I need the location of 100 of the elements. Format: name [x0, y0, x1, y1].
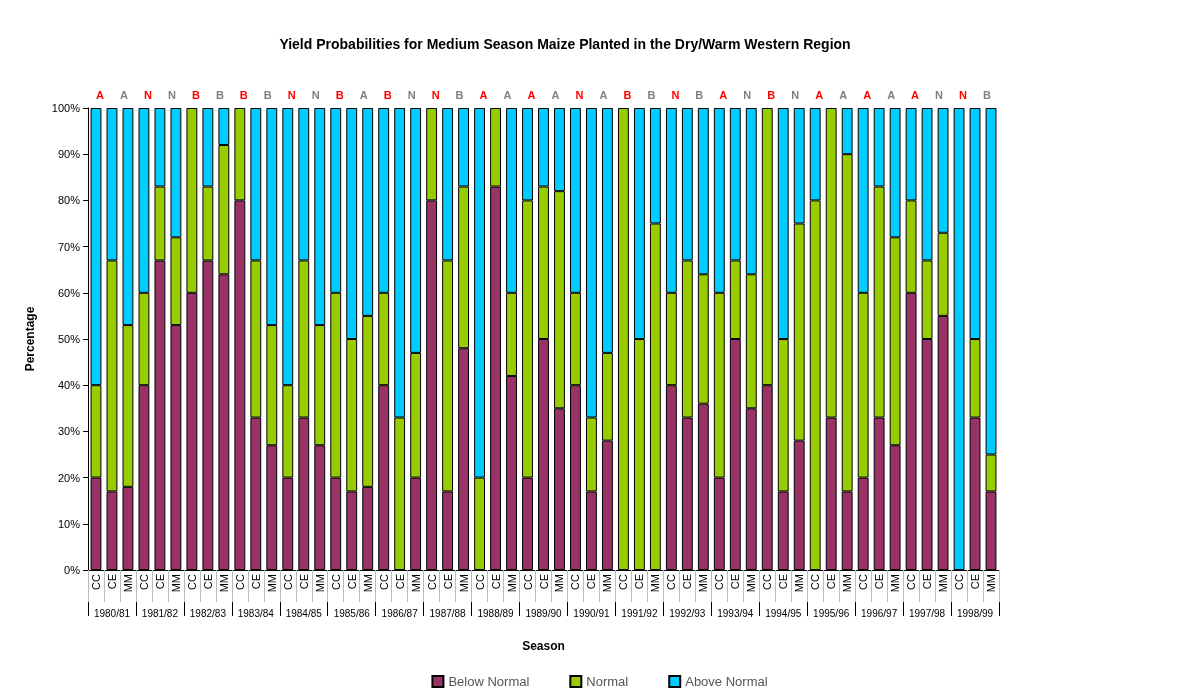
text: 1993/94 [717, 607, 754, 619]
text: N [167, 88, 176, 101]
text: B [239, 88, 248, 101]
x-tick-label: MM [457, 574, 470, 593]
x-tick-label: MM [649, 574, 662, 593]
y-tick-label: 40% [57, 379, 81, 392]
x-tick-label: MM [985, 574, 998, 593]
text: A [503, 88, 512, 101]
x-tick-label: MM [505, 574, 518, 593]
x-tick-label: CC [329, 573, 342, 590]
x-tick-label: CE [153, 574, 166, 590]
x-tick-label: CC [521, 573, 534, 590]
x-tick-label: MM [553, 574, 566, 593]
text: A [719, 88, 728, 101]
y-tick-label: 10% [57, 517, 81, 530]
x-tick-label: CE [249, 574, 262, 590]
x-tick-label: CC [137, 573, 150, 590]
text: 1989/90 [525, 607, 563, 619]
x-tick-label: CE [585, 574, 598, 590]
text: 1983/84 [237, 607, 275, 619]
x-tick-label: CC [761, 573, 774, 590]
x-tick-label: MM [361, 574, 374, 593]
x-tick-label: CC [665, 573, 678, 590]
y-tick-label: 0% [64, 564, 81, 576]
text: 1984/85 [285, 607, 323, 619]
text: 1996/97 [861, 607, 898, 619]
x-tick-label: CE [969, 574, 982, 590]
text: A [815, 88, 824, 101]
text: 1980/81 [93, 607, 131, 619]
x-tick-label: CC [377, 573, 390, 590]
text: A [839, 88, 848, 101]
text: N [791, 88, 800, 101]
x-tick-label: CC [569, 573, 582, 590]
x-tick-label: CC [281, 573, 294, 590]
text: N [143, 88, 152, 101]
text: 1995/96 [813, 607, 850, 619]
legend-label: Below Normal [448, 674, 530, 689]
x-tick-label: CC [473, 573, 486, 590]
x-tick-label: CC [857, 573, 870, 590]
text: A [887, 88, 896, 101]
text: B [215, 88, 224, 101]
x-tick-label: MM [409, 574, 422, 593]
x-tick-label: CC [233, 573, 246, 590]
x-tick-label: CE [441, 574, 454, 590]
x-axis-title: Season [522, 639, 565, 653]
x-tick-label: MM [793, 574, 806, 593]
x-tick-label: MM [265, 574, 278, 593]
text: 1990/91 [573, 607, 610, 619]
x-tick-label: CC [905, 573, 918, 590]
x-tick-label: CE [489, 574, 502, 590]
x-tick-label: MM [217, 574, 230, 593]
text: N [959, 88, 968, 101]
y-tick-label: 90% [57, 148, 81, 161]
text: 1994/95 [765, 607, 802, 619]
x-tick-label: CE [345, 574, 358, 590]
chart-title: Yield Probabilities for Medium Season Maize Planted in the Dry/Warm Western Region [279, 36, 851, 52]
text: B [263, 88, 272, 101]
x-tick-label: CC [425, 573, 438, 590]
text: N [935, 88, 944, 101]
x-tick-label: MM [169, 574, 182, 593]
text: 1981/82 [141, 607, 179, 619]
text: A [911, 88, 920, 101]
text: N [575, 88, 584, 101]
text: B [455, 88, 464, 101]
text: 1987/88 [429, 607, 467, 619]
x-tick-label: MM [841, 574, 854, 593]
x-tick-label: MM [697, 574, 710, 593]
x-tick-label: CE [681, 574, 694, 590]
text: 1997/98 [909, 607, 946, 619]
x-tick-label: CE [393, 574, 406, 590]
text: A [359, 88, 368, 101]
text: 1986/87 [381, 607, 419, 619]
x-tick-label: CE [729, 574, 742, 590]
text: N [743, 88, 752, 101]
text: B [191, 88, 200, 101]
text: 1998/99 [956, 607, 994, 619]
x-tick-label: CC [809, 573, 822, 590]
y-tick-label: 50% [57, 333, 81, 345]
text: B [983, 88, 992, 101]
x-tick-label: CE [201, 574, 214, 590]
x-tick-label: CE [921, 574, 934, 590]
text: N [311, 88, 320, 101]
text: B [767, 88, 776, 101]
x-tick-label: MM [937, 574, 950, 593]
text: N [287, 88, 296, 101]
y-tick-label: 70% [57, 240, 81, 253]
x-tick-label: CE [825, 574, 838, 590]
x-tick-label: MM [889, 574, 902, 593]
y-tick-label: 20% [57, 471, 81, 484]
text: A [119, 88, 128, 101]
text: A [479, 88, 488, 101]
text: A [599, 88, 608, 101]
text: 1988/89 [477, 607, 515, 619]
text: B [335, 88, 344, 101]
y-tick-label: 30% [57, 425, 81, 438]
x-tick-label: MM [745, 574, 758, 593]
y-tick-label: 60% [57, 286, 81, 299]
legend-label: Normal [586, 674, 629, 689]
legend-label: Above Normal [685, 674, 768, 689]
text: A [863, 88, 872, 101]
